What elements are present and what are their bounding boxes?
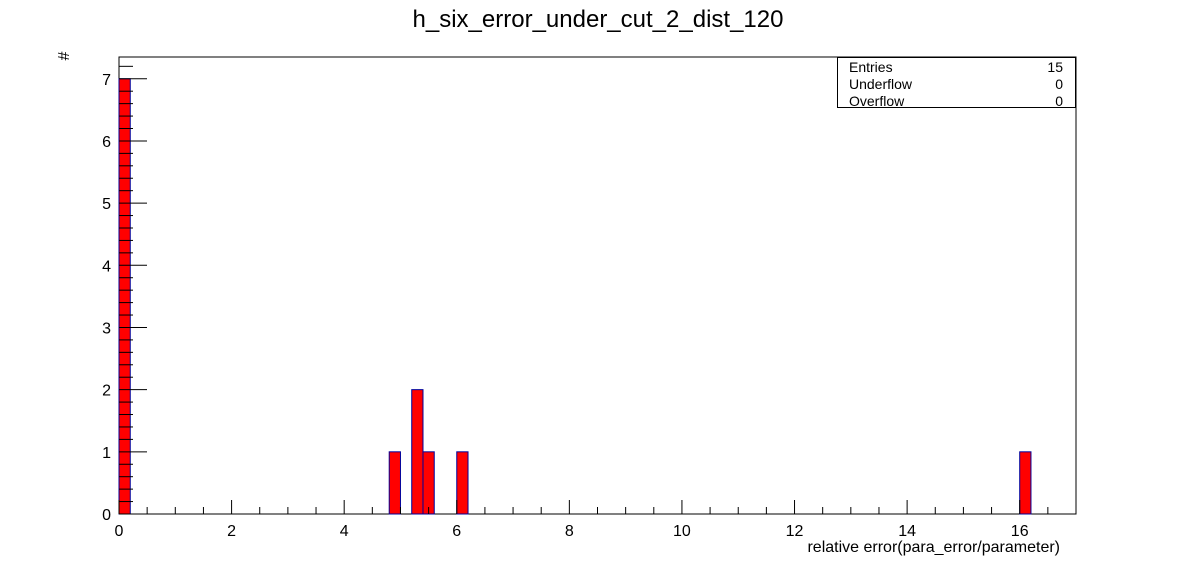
stats-label: Underflow	[849, 76, 913, 92]
x-tick-label: 10	[673, 523, 691, 540]
histogram-bar	[422, 451, 435, 515]
x-tick-label: 14	[898, 523, 916, 540]
y-tick-label: 6	[102, 134, 111, 151]
histogram-bar	[456, 451, 469, 515]
y-tick-label: 0	[102, 507, 111, 524]
histogram-bar	[411, 389, 424, 515]
y-tick-label: 5	[102, 196, 111, 213]
histogram-bar	[1019, 451, 1032, 515]
x-tick-label: 4	[340, 523, 349, 540]
x-tick-label: 2	[227, 523, 236, 540]
y-tick-label: 1	[102, 445, 111, 462]
y-tick-label: 4	[102, 258, 111, 275]
stats-row-overflow: Overflow 0	[849, 93, 1063, 109]
y-axis-label: #	[56, 51, 73, 60]
x-tick-label: 8	[565, 523, 574, 540]
y-tick-label: 3	[102, 320, 111, 337]
x-tick-label: 12	[786, 523, 804, 540]
stats-label: Entries	[849, 59, 893, 75]
stats-value: 15	[1047, 59, 1063, 75]
histogram-bar	[388, 451, 401, 515]
stats-label: Overflow	[849, 93, 905, 109]
stats-box: Entries 15 Underflow 0 Overflow 0	[837, 57, 1076, 109]
x-tick-label: 16	[1011, 523, 1029, 540]
x-axis-label: relative error(para_error/parameter)	[807, 539, 1060, 556]
x-tick-label: 0	[115, 523, 124, 540]
stats-value: 0	[1055, 93, 1063, 109]
chart-title: h_six_error_under_cut_2_dist_120	[412, 6, 784, 33]
y-tick-label: 7	[102, 72, 111, 89]
x-tick-label: 6	[452, 523, 461, 540]
histogram-bar	[118, 78, 131, 515]
stats-row-entries: Entries 15	[849, 59, 1063, 75]
y-tick-label: 2	[102, 383, 111, 400]
stats-value: 0	[1055, 76, 1063, 92]
stats-row-underflow: Underflow 0	[849, 76, 1063, 92]
plot-frame	[118, 56, 1077, 515]
